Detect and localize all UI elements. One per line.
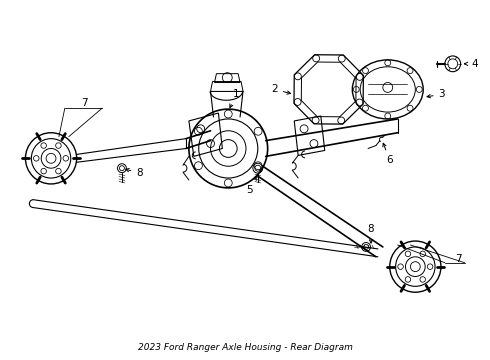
Text: 8: 8 xyxy=(368,224,374,243)
Text: 2023 Ford Ranger Axle Housing - Rear Diagram: 2023 Ford Ranger Axle Housing - Rear Dia… xyxy=(138,343,352,352)
Text: 7: 7 xyxy=(81,98,88,108)
Text: 4: 4 xyxy=(465,59,478,69)
Text: 6: 6 xyxy=(383,143,393,165)
Text: 2: 2 xyxy=(271,84,291,94)
Text: 7: 7 xyxy=(455,254,462,264)
Text: 1: 1 xyxy=(230,89,240,108)
Text: 3: 3 xyxy=(427,89,445,99)
Text: 5: 5 xyxy=(246,177,256,195)
Text: 8: 8 xyxy=(125,168,143,178)
